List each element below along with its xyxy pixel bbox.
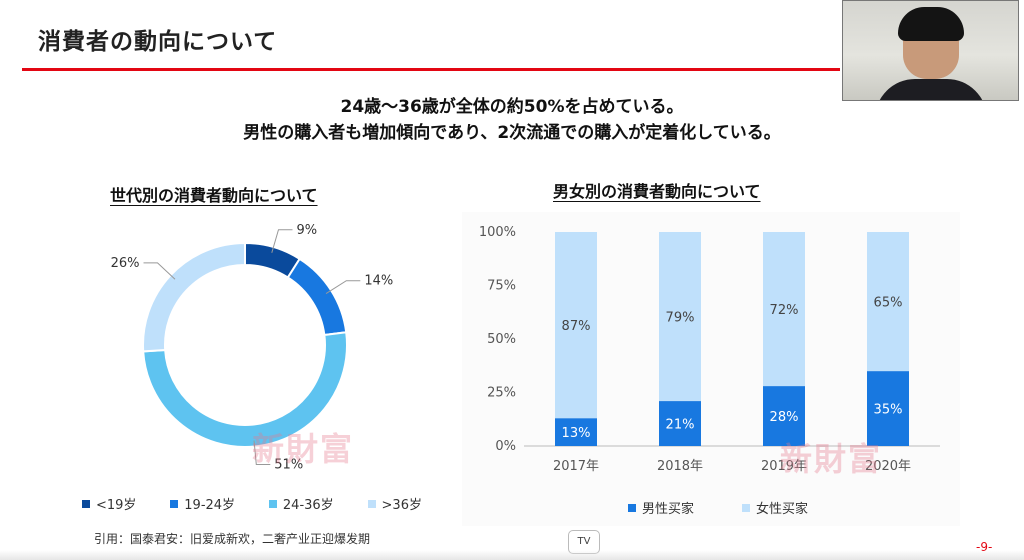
legend-label: 19-24岁 [184, 498, 236, 513]
bar-value-label: 13% [562, 426, 591, 441]
donut-value-label: 9% [296, 223, 317, 238]
bar-value-label: 87% [562, 319, 591, 334]
x-tick-label: 2017年 [553, 459, 599, 474]
watermark-right: 新財富 [780, 440, 883, 478]
legend-swatch [367, 499, 376, 508]
legend-label: 女性买家 [756, 502, 809, 517]
headline-line-1: 24歳～36歳が全体の約50%を占めている。 [340, 97, 684, 117]
donut-legend-item: >36岁 [367, 494, 422, 513]
bar-value-label: 28% [770, 410, 799, 425]
bar-segment [659, 401, 701, 446]
legend-swatch [268, 499, 277, 508]
donut-slice [286, 257, 348, 337]
watermark-left: 新財富 [252, 430, 355, 468]
donut-legend-item: <19岁 [82, 494, 136, 513]
bar-segment [555, 418, 597, 446]
bar-legend-item: 男性买家 [628, 498, 694, 517]
donut-value-label: 14% [364, 274, 393, 289]
y-tick-label: 75% [487, 279, 516, 294]
donut-chart-title: 世代別の消費者動向について [110, 186, 318, 205]
bar-legend-item: 女性买家 [742, 498, 808, 517]
headline: 24歳～36歳が全体の約50%を占めている。 男性の購入者も増加傾向であり、2次… [0, 94, 1024, 146]
bar-segment [555, 232, 597, 419]
x-tick-label: 2019年 [761, 459, 807, 474]
legend-label: <19岁 [96, 498, 137, 513]
legend-swatch [170, 499, 179, 508]
donut-leader-line [325, 280, 361, 294]
bar-value-label: 21% [666, 418, 695, 433]
donut-value-label: 26% [111, 256, 140, 271]
donut-slice [142, 241, 246, 353]
donut-leader-line [271, 229, 293, 253]
bar-segment [867, 232, 909, 372]
slide-title: 消費者の動向について [38, 29, 278, 55]
legend-swatch [628, 503, 636, 512]
bar-value-label: 72% [770, 303, 799, 318]
y-tick-label: 50% [487, 332, 516, 347]
stacked-bar-chart: 0% 25% 50% 75% 100% 13% 87% 2017年 21% 79% 2018年 28%… [479, 225, 940, 474]
bar-value-label: 35% [874, 403, 903, 418]
donut-legend: <19岁 19-24岁 24-36岁 >36岁 [82, 494, 422, 513]
y-tick-label: 0% [495, 439, 516, 454]
source-citation: 引用：国泰君安：旧爱成新欢，二奢产业正迎爆发期 [94, 532, 371, 546]
headline-line-2: 男性の購入者も増加傾向であり、2次流通での購入が定着化している。 [243, 123, 781, 143]
y-tick-label: 100% [479, 225, 516, 240]
donut-legend-item: 19-24岁 [170, 494, 235, 513]
legend-label: 男性买家 [642, 502, 695, 517]
x-tick-label: 2018年 [657, 459, 703, 474]
bar-value-label: 65% [874, 296, 903, 311]
y-tick-label: 25% [487, 386, 516, 401]
presenter-hair [898, 7, 964, 41]
bar-segment [659, 232, 701, 402]
webcam-video-feed[interactable] [842, 0, 1019, 101]
donut-leader-line [253, 440, 271, 465]
legend-swatch [82, 499, 90, 508]
presenter-body [875, 79, 987, 100]
bar-segment [763, 232, 805, 387]
bottom-fade [0, 550, 1024, 560]
title-underline [22, 68, 840, 71]
bar-segment [867, 371, 909, 446]
legend-swatch [742, 503, 751, 512]
legend-label: >36岁 [381, 498, 422, 513]
donut-value-label: 51% [274, 457, 303, 472]
legend-label: 24-36岁 [282, 498, 334, 513]
x-tick-label: 2020年 [865, 459, 911, 474]
donut-leader-line [143, 262, 176, 280]
donut-chart: 9% 14% 51% 26% [111, 223, 394, 473]
bar-segment [763, 386, 805, 446]
bar-value-label: 79% [666, 311, 695, 326]
bar-legend: 男性买家 女性买家 [628, 498, 808, 517]
donut-legend-item: 24-36岁 [268, 494, 334, 513]
bar-chart-title: 男女別の消費者動向について [553, 182, 761, 201]
